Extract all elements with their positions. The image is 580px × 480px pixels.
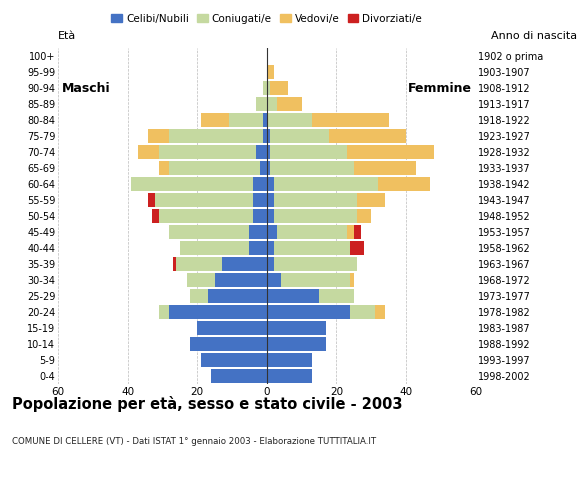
- Bar: [312, 113, 389, 127]
- Text: Età: Età: [58, 31, 76, 41]
- Bar: [378, 177, 430, 191]
- Bar: [274, 177, 378, 191]
- Bar: [253, 177, 267, 191]
- Bar: [155, 193, 253, 207]
- Bar: [201, 113, 229, 127]
- Bar: [267, 161, 270, 175]
- Bar: [267, 257, 274, 271]
- Bar: [267, 321, 326, 335]
- Bar: [270, 145, 347, 159]
- Bar: [267, 113, 312, 127]
- Bar: [347, 145, 434, 159]
- Bar: [208, 289, 267, 303]
- Bar: [267, 305, 350, 319]
- Bar: [222, 257, 267, 271]
- Bar: [173, 257, 176, 271]
- Bar: [267, 337, 326, 351]
- Bar: [260, 161, 267, 175]
- Bar: [152, 209, 159, 223]
- Bar: [267, 193, 274, 207]
- Bar: [270, 161, 354, 175]
- Bar: [138, 145, 159, 159]
- Bar: [267, 97, 277, 111]
- Bar: [267, 289, 319, 303]
- Bar: [270, 129, 329, 143]
- Bar: [253, 209, 267, 223]
- Bar: [169, 161, 260, 175]
- Bar: [190, 337, 267, 351]
- Text: Popolazione per età, sesso e stato civile - 2003: Popolazione per età, sesso e stato civil…: [12, 396, 402, 412]
- Bar: [211, 369, 267, 383]
- Bar: [357, 193, 385, 207]
- Bar: [350, 273, 354, 287]
- Bar: [256, 97, 267, 111]
- Bar: [169, 305, 267, 319]
- Bar: [354, 161, 416, 175]
- Bar: [263, 81, 267, 95]
- Bar: [267, 273, 281, 287]
- Bar: [329, 129, 406, 143]
- Bar: [197, 321, 267, 335]
- Bar: [159, 305, 169, 319]
- Bar: [267, 129, 270, 143]
- Bar: [215, 273, 267, 287]
- Bar: [319, 289, 354, 303]
- Bar: [267, 209, 274, 223]
- Bar: [347, 225, 354, 239]
- Bar: [249, 225, 267, 239]
- Bar: [159, 145, 256, 159]
- Bar: [169, 225, 249, 239]
- Bar: [180, 241, 249, 255]
- Bar: [350, 305, 375, 319]
- Bar: [274, 209, 357, 223]
- Text: COMUNE DI CELLERE (VT) - Dati ISTAT 1° gennaio 2003 - Elaborazione TUTTITALIA.IT: COMUNE DI CELLERE (VT) - Dati ISTAT 1° g…: [12, 437, 376, 446]
- Bar: [253, 193, 267, 207]
- Bar: [159, 209, 253, 223]
- Bar: [281, 273, 350, 287]
- Bar: [256, 145, 267, 159]
- Bar: [350, 241, 364, 255]
- Bar: [229, 113, 263, 127]
- Bar: [277, 225, 347, 239]
- Bar: [267, 81, 270, 95]
- Bar: [357, 209, 371, 223]
- Bar: [267, 353, 312, 367]
- Bar: [267, 225, 277, 239]
- Bar: [354, 225, 361, 239]
- Bar: [274, 257, 357, 271]
- Bar: [274, 241, 350, 255]
- Text: Anno di nascita: Anno di nascita: [491, 31, 577, 41]
- Bar: [148, 129, 169, 143]
- Bar: [201, 353, 267, 367]
- Bar: [274, 193, 357, 207]
- Bar: [267, 369, 312, 383]
- Bar: [187, 273, 215, 287]
- Bar: [270, 81, 288, 95]
- Bar: [277, 97, 302, 111]
- Text: Maschi: Maschi: [61, 82, 110, 95]
- Bar: [148, 193, 155, 207]
- Text: Femmine: Femmine: [408, 82, 472, 95]
- Bar: [159, 161, 169, 175]
- Bar: [267, 241, 274, 255]
- Bar: [131, 177, 253, 191]
- Bar: [176, 257, 222, 271]
- Bar: [267, 145, 270, 159]
- Legend: Celibi/Nubili, Coniugati/e, Vedovi/e, Divorziati/e: Celibi/Nubili, Coniugati/e, Vedovi/e, Di…: [107, 10, 426, 28]
- Bar: [375, 305, 385, 319]
- Bar: [169, 129, 263, 143]
- Bar: [267, 177, 274, 191]
- Bar: [190, 289, 208, 303]
- Bar: [267, 65, 274, 79]
- Bar: [263, 113, 267, 127]
- Bar: [249, 241, 267, 255]
- Bar: [263, 129, 267, 143]
